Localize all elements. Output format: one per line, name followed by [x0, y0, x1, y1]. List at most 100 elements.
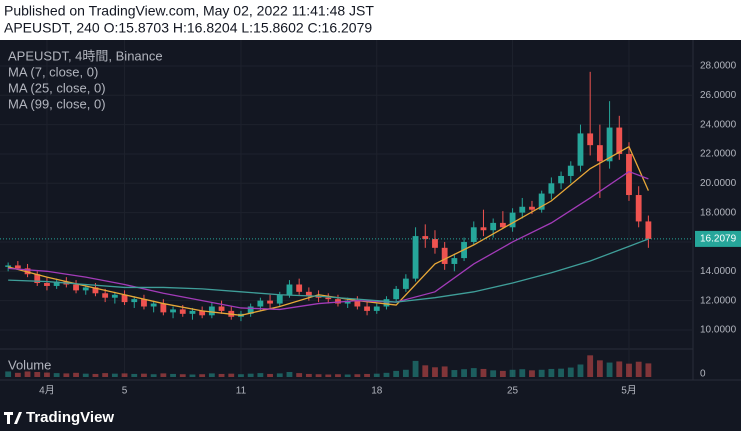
candle-body: [422, 236, 429, 240]
volume-bar: [490, 370, 497, 377]
y-tick-label: 24.0000: [700, 119, 737, 130]
candle-body: [73, 284, 79, 291]
candle-body: [24, 268, 31, 275]
volume-bar: [179, 374, 186, 377]
y-tick-label: 26.0000: [700, 90, 737, 101]
volume-bar: [451, 370, 458, 377]
volume-bar: [5, 371, 12, 377]
volume-bar: [208, 373, 215, 377]
candle-body: [286, 284, 293, 295]
volume-bar: [111, 373, 118, 377]
volume-bar: [616, 361, 623, 377]
volume-bar: [189, 374, 196, 377]
y-tick-label: 14.0000: [700, 266, 737, 277]
candle-body: [189, 310, 196, 314]
volume-bar: [412, 360, 419, 377]
last-price-label: 16.2079: [700, 234, 737, 245]
y-tick-label: 10.0000: [700, 325, 737, 336]
candle-body: [34, 274, 41, 284]
volume-bar: [567, 367, 574, 377]
volume-bar: [276, 373, 283, 377]
volume-bar: [53, 373, 60, 377]
candle-body: [538, 193, 545, 210]
volume-bar: [44, 372, 50, 377]
volume-bar: [480, 368, 487, 377]
volume-bar: [238, 374, 244, 377]
candle-body: [5, 265, 12, 267]
y-tick-label: 22.0000: [700, 149, 737, 160]
volume-bar: [92, 373, 99, 377]
candle-body: [364, 306, 370, 311]
legend-entry: MA (25, close, 0): [8, 80, 106, 95]
volume-bar: [325, 374, 332, 377]
grid: [0, 40, 693, 377]
candle-body: [141, 299, 147, 307]
volume-bar: [14, 372, 21, 377]
volume-bar: [373, 373, 380, 377]
symbol-label: APEUSDT, 4時間, Binance: [8, 48, 163, 63]
volume-bar: [141, 373, 147, 377]
volume-bar: [305, 373, 312, 377]
volume-bar: [199, 374, 206, 377]
volume-bar: [383, 372, 390, 377]
candle-body: [44, 283, 50, 286]
candle-body: [558, 175, 564, 184]
candle-body: [480, 227, 487, 231]
candle-body: [470, 227, 477, 242]
candle-body: [276, 294, 283, 304]
candle-body: [305, 291, 312, 297]
ma-line: [8, 170, 649, 311]
volume-bar: [82, 373, 89, 377]
x-tick-label: 5月: [621, 385, 637, 397]
candle-body: [267, 300, 273, 304]
candle-body: [441, 247, 448, 264]
volume-bar: [335, 374, 341, 377]
volume-bar: [170, 373, 176, 377]
plot: [5, 71, 652, 377]
candle-body: [160, 303, 167, 313]
volume-bar: [509, 369, 516, 377]
candle-body: [596, 145, 603, 162]
candle-body: [257, 300, 264, 307]
candle-body: [208, 306, 215, 316]
candle-body: [393, 288, 400, 300]
candle-body: [451, 258, 458, 264]
volume-tick-label: 0: [700, 369, 706, 380]
volume-bar: [160, 373, 167, 377]
candle-body: [344, 300, 351, 304]
candle-body: [296, 284, 303, 292]
candle-body: [548, 183, 555, 194]
volume-bar: [519, 369, 526, 377]
volume-bar: [432, 367, 438, 377]
volume-bar: [257, 373, 264, 377]
y-tick-label: 28.0000: [700, 61, 737, 72]
volume-bar: [34, 372, 41, 377]
candle-body: [490, 222, 497, 231]
candle-body: [325, 297, 332, 300]
logo-icon: [4, 412, 22, 424]
volume-bar: [150, 374, 157, 377]
header-bg: [0, 0, 741, 40]
volume-bar: [121, 373, 128, 377]
candle-body: [499, 222, 506, 228]
candle-body: [616, 127, 623, 154]
last-price-box: [695, 230, 741, 247]
ma-line: [8, 238, 649, 303]
candle-body: [218, 306, 225, 311]
volume-bar: [635, 361, 642, 377]
volume-bar: [354, 374, 361, 377]
candle-body: [635, 195, 642, 222]
candle-body: [509, 212, 516, 228]
candle-body: [645, 221, 652, 239]
published-text: Published on TradingView.com, May 02, 20…: [4, 3, 374, 19]
candle-body: [383, 299, 390, 307]
candle-body: [373, 306, 380, 311]
candle-body: [335, 299, 341, 304]
volume-bar: [218, 373, 225, 377]
candle-body: [432, 239, 438, 248]
volume-bar: [558, 368, 564, 377]
volume-bar: [402, 369, 409, 377]
volume-bar: [393, 370, 400, 377]
candle-body: [82, 287, 89, 291]
